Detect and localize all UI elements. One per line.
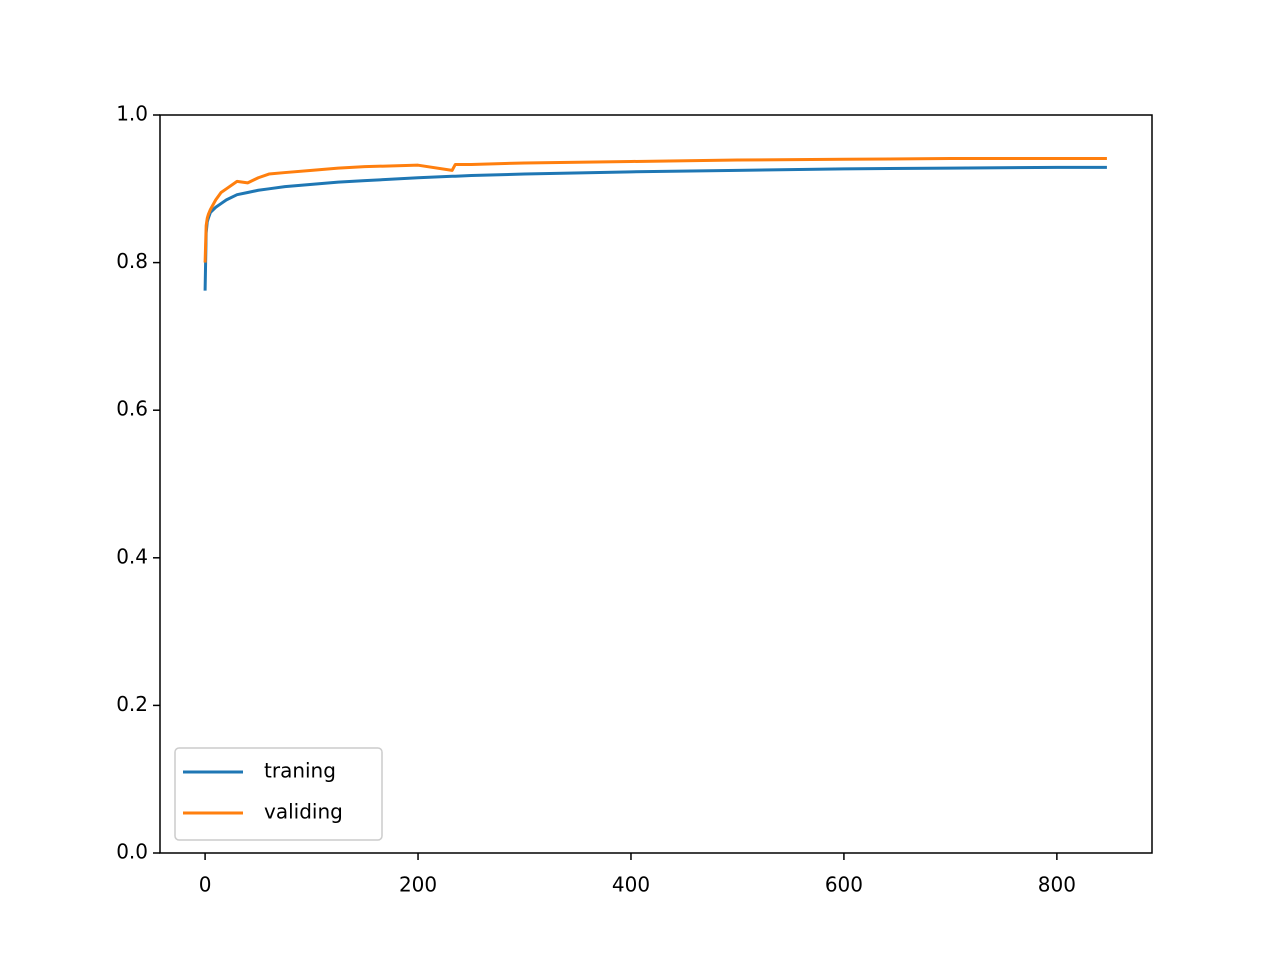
line bbox=[203, 165, 1107, 291]
y-tick-label: 0.8 bbox=[116, 249, 148, 273]
plot-frame bbox=[159, 114, 1153, 854]
y-tick-label: 1.0 bbox=[116, 102, 148, 126]
x-tick-label: 400 bbox=[612, 873, 650, 897]
x-tick-label: 200 bbox=[399, 873, 437, 897]
y-tick-label: 0.6 bbox=[116, 397, 148, 421]
legend-label: validing bbox=[264, 800, 343, 824]
y-tick-label: 0.0 bbox=[116, 840, 148, 864]
x-tick-label: 0 bbox=[199, 873, 212, 897]
line bbox=[203, 157, 1107, 263]
x-tick-label: 600 bbox=[825, 873, 863, 897]
legend-label: traning bbox=[264, 759, 336, 783]
y-tick-label: 0.4 bbox=[116, 544, 148, 568]
x-tick-label: 800 bbox=[1038, 873, 1076, 897]
y-tick-label: 0.2 bbox=[116, 692, 148, 716]
